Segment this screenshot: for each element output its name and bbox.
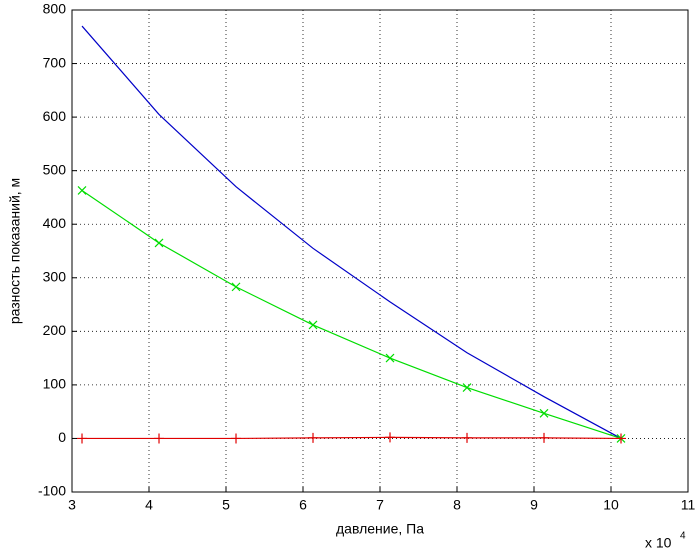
y-tick-label: 300 (43, 268, 67, 284)
y-tick-label: 700 (43, 54, 67, 70)
y-tick-label: 200 (43, 322, 67, 338)
data-marker (462, 432, 473, 443)
y-tick-label: 500 (43, 161, 67, 177)
x-axis-label: давление, Па (336, 521, 424, 537)
data-marker (539, 432, 550, 443)
data-marker (154, 238, 164, 248)
data-marker (385, 353, 395, 363)
data-marker (231, 433, 242, 444)
x-tick-label: 9 (530, 497, 538, 513)
x-scale-exponent: 4 (680, 531, 686, 542)
x-tick-label: 4 (145, 497, 153, 513)
y-tick-label: 100 (43, 376, 67, 392)
x-tick-label: 6 (299, 497, 307, 513)
data-line (81, 189, 622, 440)
data-line (81, 25, 622, 439)
y-tick-label: -100 (38, 483, 66, 499)
x-tick-label: 3 (68, 497, 76, 513)
x-tick-label: 10 (603, 497, 619, 513)
x-tick-label: 11 (681, 497, 696, 513)
data-marker (616, 433, 627, 444)
data-marker (308, 320, 318, 330)
plot-frame (71, 9, 689, 493)
x-tick-label: 7 (376, 497, 384, 513)
data-line (82, 436, 622, 440)
data-marker (231, 282, 241, 292)
x-scale-base: x 10 (645, 535, 672, 551)
data-marker (77, 186, 87, 195)
y-axis-label: разность показаний, м (7, 178, 23, 324)
y-tick-label: 0 (58, 429, 66, 445)
y-tick-label: 600 (43, 108, 67, 124)
x-tick-label: 8 (453, 497, 461, 513)
data-marker (462, 383, 472, 392)
data-marker (77, 433, 88, 444)
data-marker (154, 433, 165, 444)
data-marker (385, 432, 396, 443)
y-tick-label: 800 (43, 1, 67, 17)
y-tick-label: 400 (43, 215, 67, 231)
x-tick-label: 5 (222, 497, 230, 513)
data-marker (539, 408, 549, 418)
data-marker (308, 432, 319, 443)
